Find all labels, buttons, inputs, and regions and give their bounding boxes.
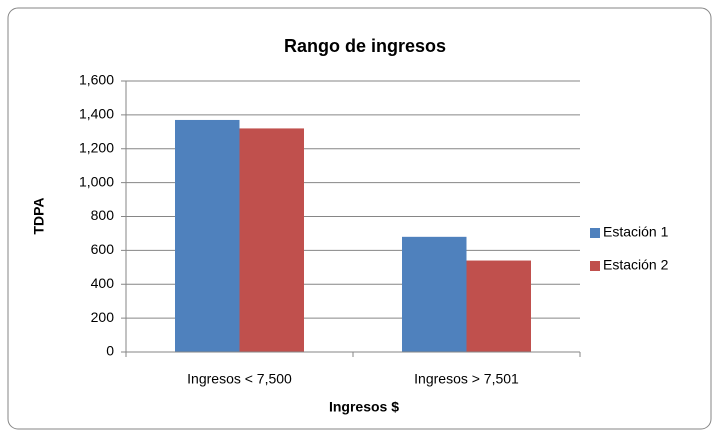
y-tick-label: 400 [91, 275, 115, 291]
y-tick-label: 600 [91, 241, 115, 257]
y-tick-label: 1,000 [79, 173, 114, 189]
y-tick-label: 800 [91, 207, 115, 223]
y-tick-label: 1,600 [79, 72, 114, 88]
x-axis-title: Ingresos $ [329, 399, 399, 415]
y-tick-label: 200 [91, 309, 115, 325]
y-tick-label: 1,200 [79, 139, 114, 155]
y-axis-title: TDPA [31, 197, 47, 234]
bar [175, 119, 240, 352]
y-tick-label: 0 [106, 343, 114, 359]
bar [466, 260, 531, 352]
bar [402, 236, 467, 352]
x-tick-label: Ingresos < 7,500 [187, 371, 292, 387]
chart-title: Rango de ingresos [284, 36, 446, 56]
y-tick-label: 1,400 [79, 106, 114, 122]
legend-label: Estación 1 [603, 224, 669, 240]
x-tick-label: Ingresos > 7,501 [414, 371, 519, 387]
bar [239, 128, 304, 352]
legend-label: Estación 2 [603, 257, 669, 273]
legend-swatch [590, 261, 600, 271]
legend-swatch [590, 228, 600, 238]
